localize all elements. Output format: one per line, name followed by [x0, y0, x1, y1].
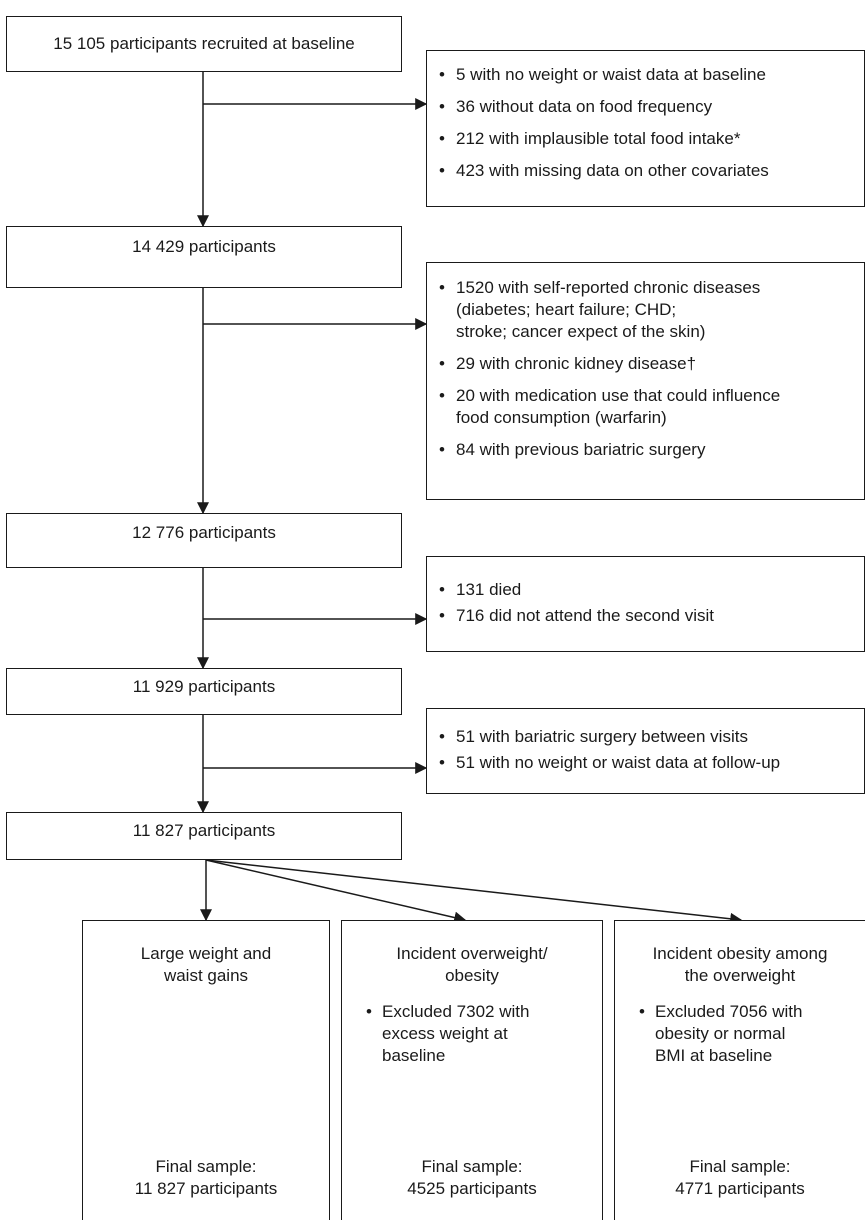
exclusion-item: 51 with no weight or waist data at follo…: [439, 752, 864, 774]
exclusion-item: 716 did not attend the second visit: [439, 605, 864, 627]
exclusion-item-line: (diabetes; heart failure; CHD;: [456, 300, 677, 319]
exclusion-item: 423 with missing data on other covariate…: [439, 160, 864, 182]
exclusion-item: 5 with no weight or waist data at baseli…: [439, 64, 864, 86]
step-label: 11 929 participants: [132, 676, 276, 696]
outcome-title-line: the overweight: [684, 966, 796, 985]
exclusion-item-line: 1520 with self-reported chronic diseases: [456, 278, 761, 297]
final-sample-label: Final sample:: [155, 1157, 257, 1176]
final-sample-label: Final sample:: [689, 1157, 791, 1176]
final-sample-label: Final sample:: [421, 1157, 523, 1176]
outcome-title-line: waist gains: [163, 966, 249, 985]
step-box-4: 11 929 participants: [6, 668, 402, 715]
exclusion-item: 212 with implausible total food intake*: [439, 128, 864, 150]
arrow-to-outcome-2: [205, 859, 467, 924]
step-label: 12 776 participants: [132, 522, 276, 542]
exclusion-item-line: stroke; cancer expect of the skin): [456, 322, 706, 341]
bullet-icon: •: [639, 1002, 645, 1021]
exclusion-item: 20 with medication use that could influe…: [439, 385, 864, 429]
exclusion-item: 51 with bariatric surgery between visits: [439, 726, 864, 748]
final-sample-count: 4771 participants: [675, 1179, 805, 1198]
outcome-exclusion: • Excluded 7056 with obesity or normal B…: [615, 1001, 865, 1067]
bullet-icon: •: [366, 1002, 372, 1021]
step-box-3: 12 776 participants: [6, 513, 402, 568]
outcome-exclusion-line: obesity or normal: [655, 1024, 786, 1043]
outcome-exclusion-line: Excluded 7302 with: [382, 1002, 530, 1021]
exclusion-item: 36 without data on food frequency: [439, 96, 864, 118]
exclusion-item-line: 20 with medication use that could influe…: [456, 386, 781, 405]
final-sample-count: 4525 participants: [407, 1179, 537, 1198]
step-box-2: 14 429 participants: [6, 226, 402, 288]
outcome-exclusion-line: BMI at baseline: [655, 1046, 773, 1065]
outcome-box-weight-waist: Large weight and waist gains Final sampl…: [82, 920, 330, 1220]
step-label: 15 105 participants recruited at baselin…: [53, 34, 355, 53]
step-label: 11 827 participants: [132, 821, 276, 840]
outcome-title-line: obesity: [445, 966, 499, 985]
exclusion-box-4: 51 with bariatric surgery between visits…: [426, 708, 865, 794]
final-sample-count: 11 827 participants: [134, 1179, 278, 1198]
outcome-title-line: Large weight and: [140, 944, 272, 963]
outcome-exclusion-line: excess weight at: [382, 1024, 508, 1043]
exclusion-box-3: 131 died 716 did not attend the second v…: [426, 556, 865, 652]
exclusion-item: 84 with previous bariatric surgery: [439, 439, 864, 461]
outcome-box-overweight: Incident overweight/ obesity • Excluded …: [341, 920, 603, 1220]
outcome-title-line: Incident overweight/: [396, 944, 548, 963]
outcome-title-line: Incident obesity among: [652, 944, 828, 963]
outcome-box-obesity: Incident obesity among the overweight • …: [614, 920, 865, 1220]
exclusion-item: 131 died: [439, 579, 864, 601]
step-label: 14 429 participants: [132, 237, 276, 256]
exclusion-box-2: 1520 with self-reported chronic diseases…: [426, 262, 865, 500]
exclusion-item-line: food consumption (warfarin): [456, 408, 667, 427]
outcome-exclusion: • Excluded 7302 with excess weight at ba…: [342, 1001, 602, 1067]
exclusion-item: 1520 with self-reported chronic diseases…: [439, 277, 864, 343]
exclusion-item: 29 with chronic kidney disease†: [439, 353, 864, 375]
step-box-1: 15 105 participants recruited at baselin…: [6, 16, 402, 72]
arrow-to-outcome-3: [205, 859, 743, 925]
step-box-5: 11 827 participants: [6, 812, 402, 860]
outcome-exclusion-line: Excluded 7056 with: [655, 1002, 803, 1021]
exclusion-box-1: 5 with no weight or waist data at baseli…: [426, 50, 865, 207]
outcome-exclusion-line: baseline: [382, 1046, 446, 1065]
